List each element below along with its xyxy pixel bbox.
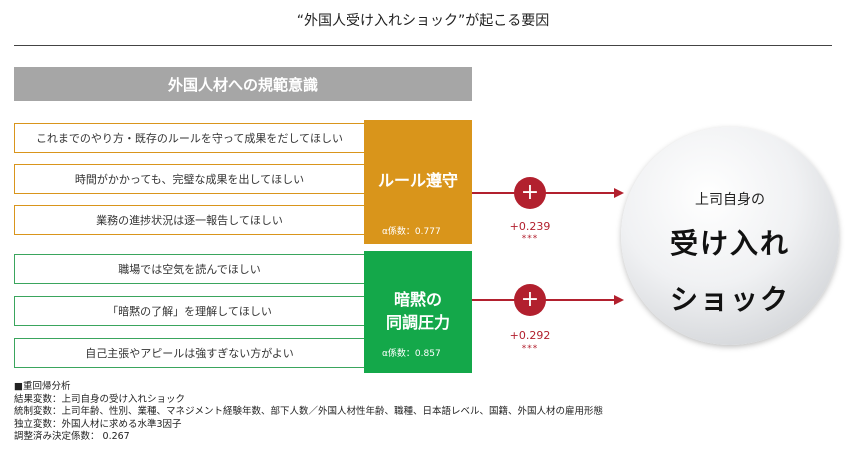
effect2-coefficient: +0.292 xyxy=(509,329,551,342)
outcome-title-line1: 受け入れ xyxy=(669,227,790,260)
outcome-subtitle: 上司自身の xyxy=(695,192,765,208)
rule-item-2: 時間がかかっても、完璧な成果を出してほしい xyxy=(14,164,364,194)
note-line: 調整済み決定係数： 0.267 xyxy=(14,431,130,443)
norm-banner: 外国人材への規範意識 xyxy=(14,67,472,101)
tacit-item-1: 職場では空気を読んでほしい xyxy=(14,254,364,284)
tacit-pressure-label-2: 同調圧力 xyxy=(385,313,450,332)
rule-compliance-block: ルール遵守 α係数：0.777 xyxy=(364,120,472,244)
rule-alpha: α係数：0.777 xyxy=(382,227,441,237)
outcome-title-line2: ショック xyxy=(669,283,790,316)
note-line: ■重回帰分析 xyxy=(14,381,71,392)
page-title: “外国人受け入れショック”が起こる要因 xyxy=(296,13,550,29)
plus-icon: + xyxy=(514,177,546,209)
effect1-significance: *** xyxy=(521,234,539,244)
note-line: 独立変数：外国人材に求める水準3因子 xyxy=(14,418,182,430)
tacit-pressure-block: 暗黙の 同調圧力 α係数：0.857 xyxy=(364,251,472,373)
rule-item-3: 業務の進捗状況は逐一報告してほしい xyxy=(14,205,364,235)
outcome-circle xyxy=(621,127,839,345)
tacit-pressure-label-1: 暗黙の xyxy=(393,290,442,309)
note-line: 統制変数：上司年齢、性別、業種、マネジメント経験年数、部下人数／外国人材性年齢、… xyxy=(14,406,604,418)
rule-item-1: これまでのやり方・既存のルールを守って成果をだしてほしい xyxy=(14,123,364,153)
tacit-item-3: 自己主張やアピールは強すぎない方がよい xyxy=(14,338,364,368)
tacit-item-2: 「暗黙の了解」を理解してほしい xyxy=(14,296,364,326)
title-divider xyxy=(14,45,832,46)
analysis-notes: ■重回帰分析 結果変数：上司自身の受け入れショック 統制変数：上司年齢、性別、業… xyxy=(14,381,603,444)
plus-icon: + xyxy=(514,284,546,316)
note-line: 結果変数：上司自身の受け入れショック xyxy=(14,393,186,405)
effect1-coefficient: +0.239 xyxy=(509,220,551,233)
tacit-alpha: α係数：0.857 xyxy=(382,349,441,359)
effect2-significance: *** xyxy=(521,344,539,354)
rule-compliance-label: ルール遵守 xyxy=(377,171,458,190)
